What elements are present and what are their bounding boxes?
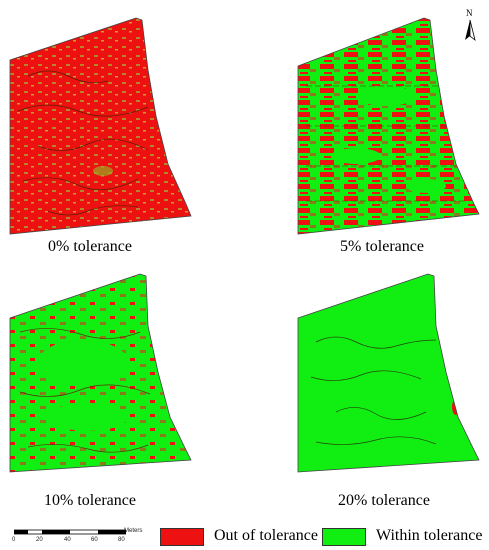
field-map-3	[297, 273, 480, 473]
map-panel-0	[8, 16, 192, 235]
north-arrow: N	[462, 8, 478, 42]
legend-swatch-out	[160, 528, 204, 546]
legend-label-within: Within tolerance	[376, 527, 483, 544]
field-map-0	[9, 17, 192, 235]
north-arrow-icon	[465, 19, 476, 42]
map-panel-3	[296, 272, 480, 473]
scale-tick-label: 60	[91, 537, 98, 543]
scale-bar-graphic	[14, 529, 126, 535]
scale-unit-label: Meters	[124, 528, 143, 534]
scale-tick-label: 20	[36, 537, 43, 543]
legend-label-out: Out of tolerance	[214, 527, 318, 544]
scale-tick-label: 0	[12, 537, 16, 543]
map-panel-2	[8, 272, 192, 473]
map-panel-1	[296, 16, 480, 235]
scale-tick-label: 40	[64, 537, 71, 543]
north-label: N	[466, 8, 473, 18]
field-map-1	[297, 17, 480, 235]
panel-caption-2: 10% tolerance	[44, 492, 136, 509]
panel-caption-3: 20% tolerance	[338, 492, 430, 509]
scale-bar: Meters 0 20 40 60 80	[12, 528, 152, 548]
legend-swatch-within	[322, 528, 366, 546]
legend-item-within: Within tolerance	[322, 527, 487, 546]
field-map-2	[9, 273, 192, 473]
panel-caption-1: 5% tolerance	[340, 238, 424, 255]
legend-item-out: Out of tolerance	[160, 527, 318, 546]
scale-tick-label: 80	[118, 537, 125, 543]
panel-caption-0: 0% tolerance	[48, 238, 132, 255]
